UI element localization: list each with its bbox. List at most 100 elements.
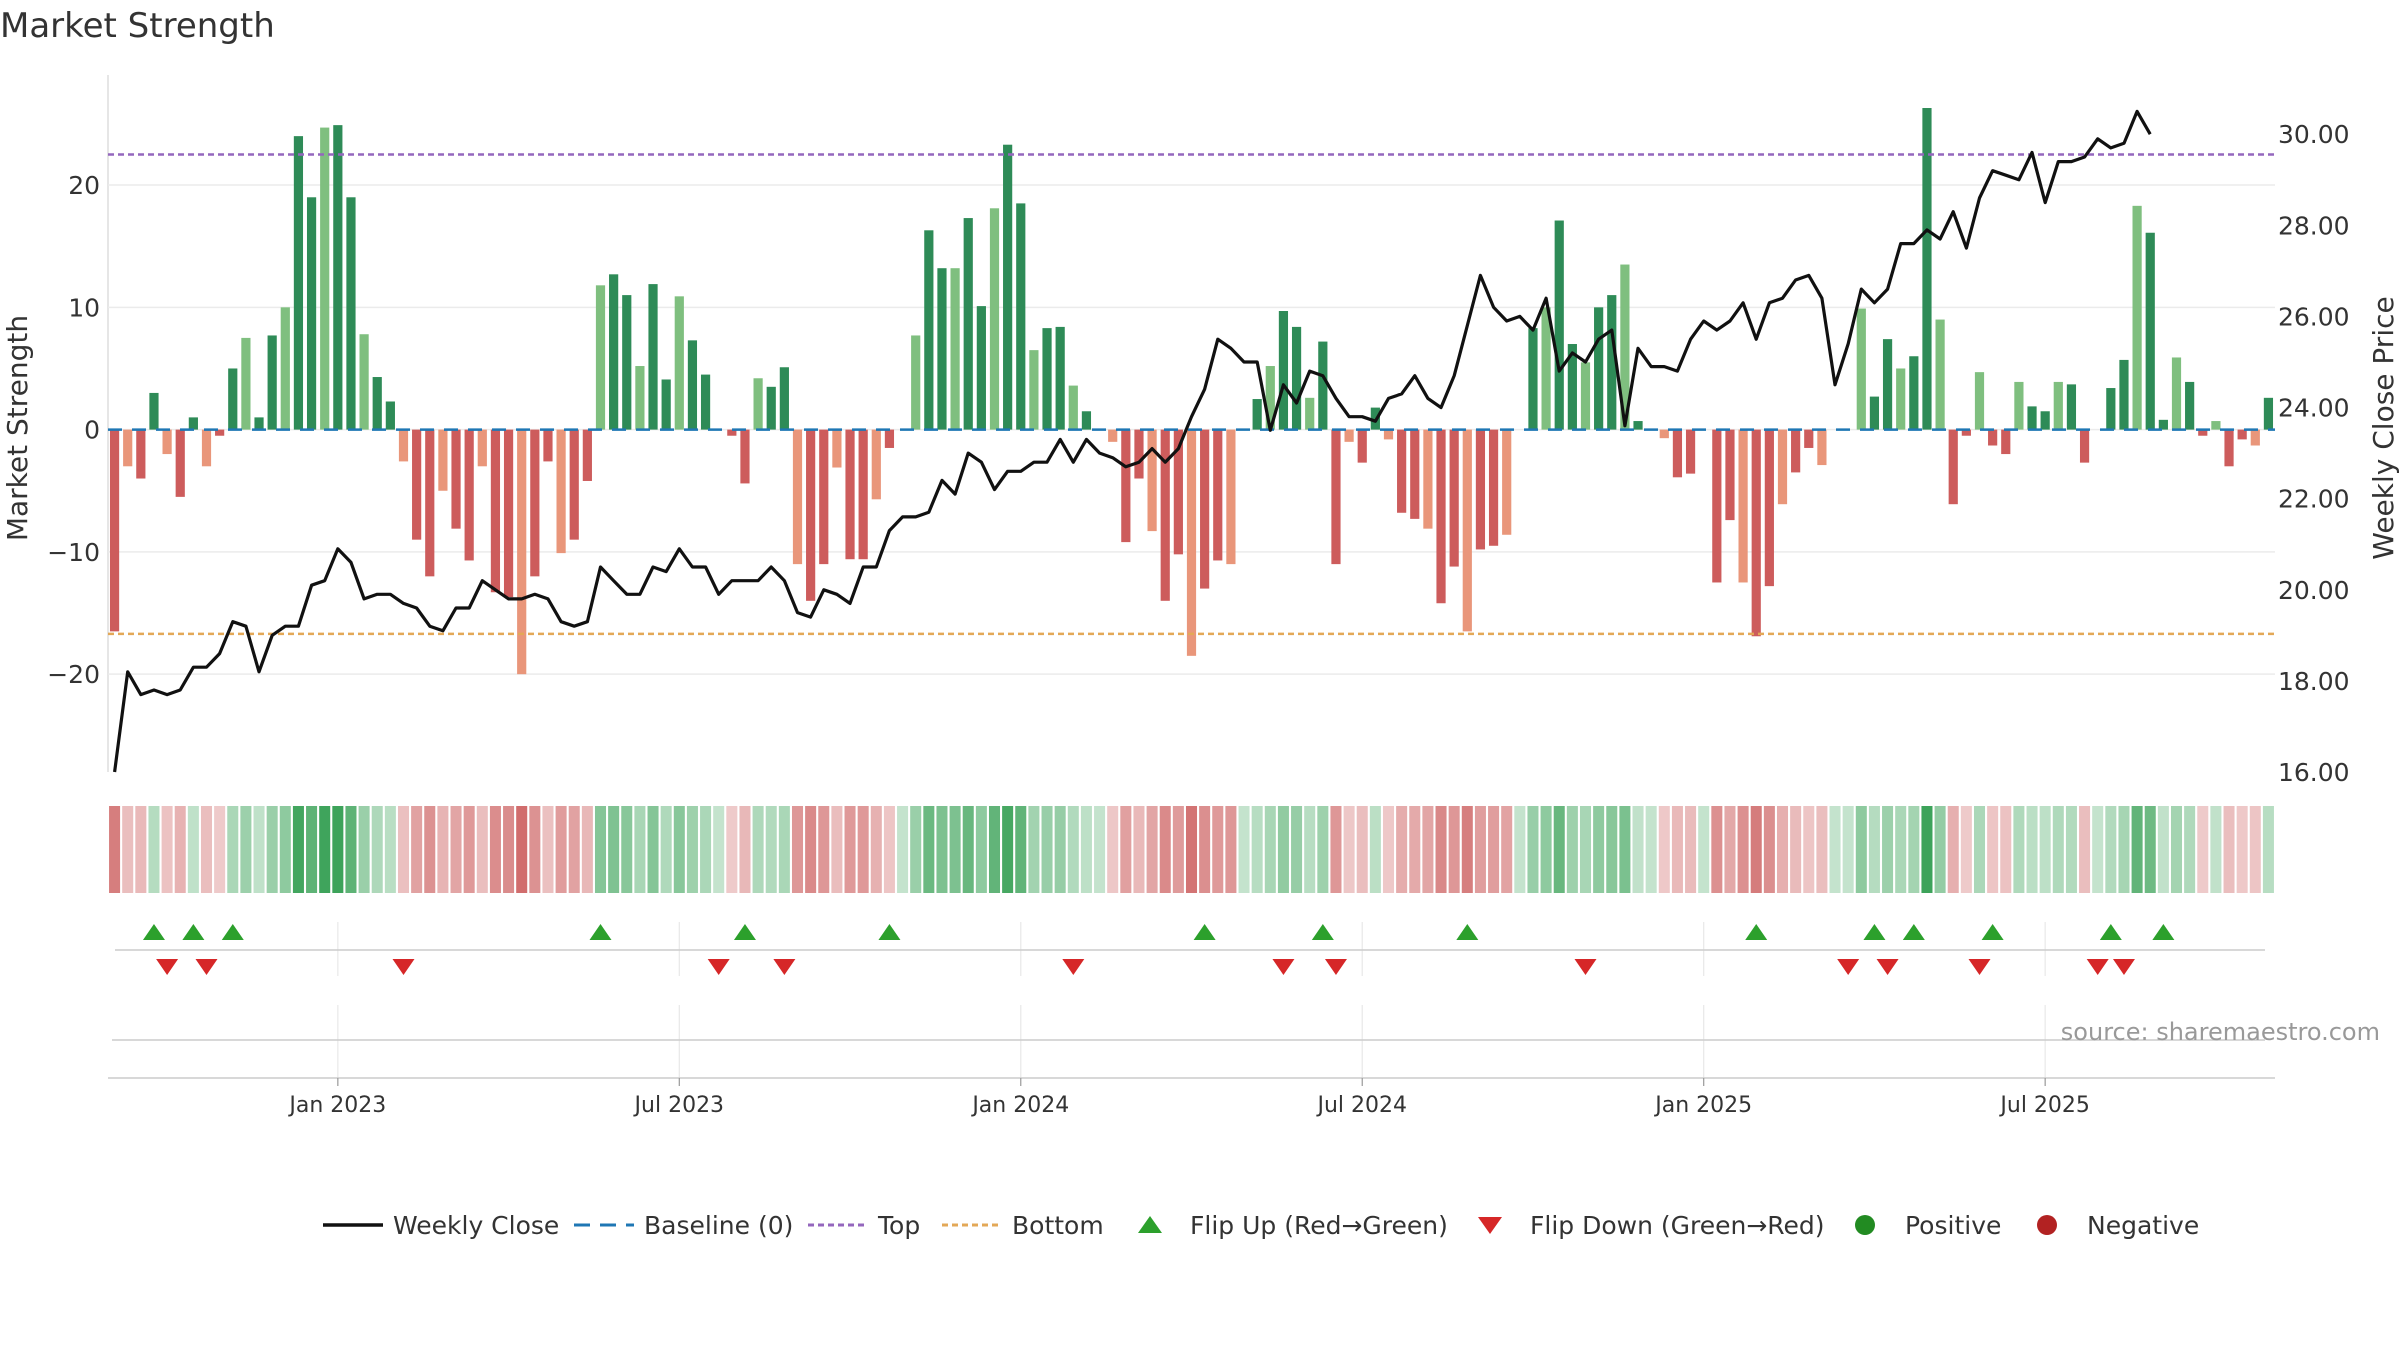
strength-bar: [832, 429, 842, 468]
heat-cell: [358, 806, 370, 893]
heat-cell: [1028, 806, 1040, 893]
strength-bar: [1856, 308, 1866, 430]
heat-cell: [857, 806, 869, 893]
heat-cell: [122, 806, 134, 893]
strength-bar: [661, 379, 671, 430]
heat-cell: [1685, 806, 1697, 893]
heat-cell: [739, 806, 751, 893]
heat-cell: [2184, 806, 2196, 893]
strength-bar: [1882, 339, 1893, 430]
heat-cell: [1356, 806, 1368, 893]
strength-bar: [1725, 429, 1735, 521]
x-tick-label: Jul 2024: [1315, 1093, 1407, 1118]
strength-bar: [320, 127, 330, 430]
heat-cell: [411, 806, 423, 893]
strength-bar: [1567, 344, 1577, 430]
heat-cell: [2157, 806, 2169, 893]
heat-cell: [988, 806, 1001, 893]
strength-bar: [1764, 429, 1774, 587]
strength-bar: [1081, 411, 1092, 430]
y-left-tick-label: 20: [68, 171, 100, 200]
strength-bar: [1922, 108, 1932, 430]
heat-cell: [476, 806, 488, 893]
strength-bar: [1278, 311, 1289, 430]
y-left-tick-label: 10: [68, 293, 100, 322]
heat-cell: [608, 806, 620, 893]
strength-bar: [2237, 429, 2247, 440]
strength-bar: [806, 429, 816, 601]
strength-bar: [1068, 385, 1078, 430]
flip-up-marker: [1981, 924, 2004, 940]
x-tick-label: Jan 2024: [970, 1093, 1069, 1118]
strength-bar: [333, 125, 343, 430]
x-tick-label: Jan 2023: [287, 1093, 386, 1118]
heat-cell: [1579, 806, 1592, 893]
heat-cell: [1763, 806, 1775, 893]
heat-cell: [713, 806, 725, 893]
heat-cell: [910, 806, 922, 893]
flip-down-marker: [1324, 959, 1347, 975]
heat-cell: [949, 806, 961, 893]
strength-bar: [1475, 429, 1486, 550]
heat-cell: [594, 806, 607, 893]
strength-bar: [845, 429, 855, 560]
heat-cell: [581, 806, 593, 893]
y-right-tick-label: 28.00: [2278, 211, 2350, 240]
heat-cell: [568, 806, 580, 893]
strength-bar: [1988, 429, 1998, 446]
strength-bar: [1449, 429, 1459, 567]
legend-swatch-negative: [2037, 1215, 2057, 1235]
heat-cell: [253, 806, 265, 893]
heat-cell: [2052, 806, 2064, 893]
strength-bar: [556, 429, 566, 554]
strength-bar: [1383, 429, 1394, 440]
strength-bar: [1291, 326, 1302, 430]
strength-bar: [1055, 326, 1065, 430]
heat-cell: [1816, 806, 1828, 893]
legend-label: Top: [877, 1211, 920, 1240]
strength-bar: [989, 208, 1000, 430]
heat-cell: [332, 806, 344, 893]
strength-bar: [2053, 381, 2063, 430]
y-right-tick-label: 22.00: [2278, 485, 2350, 514]
heat-cell: [1855, 806, 1867, 893]
legend-label: Positive: [1905, 1211, 2001, 1240]
heat-cell: [1133, 806, 1145, 893]
heat-cell: [1277, 806, 1289, 893]
heat-cell: [700, 806, 712, 893]
heat-cell: [1317, 806, 1329, 893]
strength-bar: [1488, 429, 1499, 546]
legend-label: Negative: [2087, 1211, 2199, 1240]
strength-bar: [1804, 429, 1814, 448]
strength-bar: [1580, 362, 1591, 430]
strength-bar: [530, 429, 540, 577]
flip-down-marker: [2086, 959, 2109, 975]
strength-bar: [766, 386, 776, 430]
strength-bar: [1436, 429, 1446, 604]
strength-bar: [490, 429, 501, 593]
strength-bar: [123, 429, 133, 467]
heat-cell: [174, 806, 186, 893]
strength-bar: [1410, 429, 1420, 519]
heat-cell: [1776, 806, 1789, 893]
heat-cell: [1094, 806, 1106, 893]
heat-strip: [109, 806, 2274, 893]
flip-down-marker: [707, 959, 730, 975]
heat-cell: [1711, 806, 1723, 893]
heat-cell: [923, 806, 935, 893]
heat-cell: [791, 806, 804, 893]
heat-cell: [1514, 806, 1526, 893]
heat-cell: [1054, 806, 1066, 893]
heat-cell: [135, 806, 147, 893]
strength-bar: [2119, 359, 2129, 430]
strength-bar: [569, 429, 579, 540]
heat-cell: [1146, 806, 1158, 893]
strength-bar: [1357, 429, 1367, 463]
heat-cell: [292, 806, 304, 893]
heat-cell: [227, 806, 239, 893]
heat-cell: [883, 806, 895, 893]
strength-bar: [2145, 232, 2155, 430]
strength-bar: [1252, 399, 1262, 430]
heat-cell: [306, 806, 318, 893]
heat-cell: [2039, 806, 2051, 893]
